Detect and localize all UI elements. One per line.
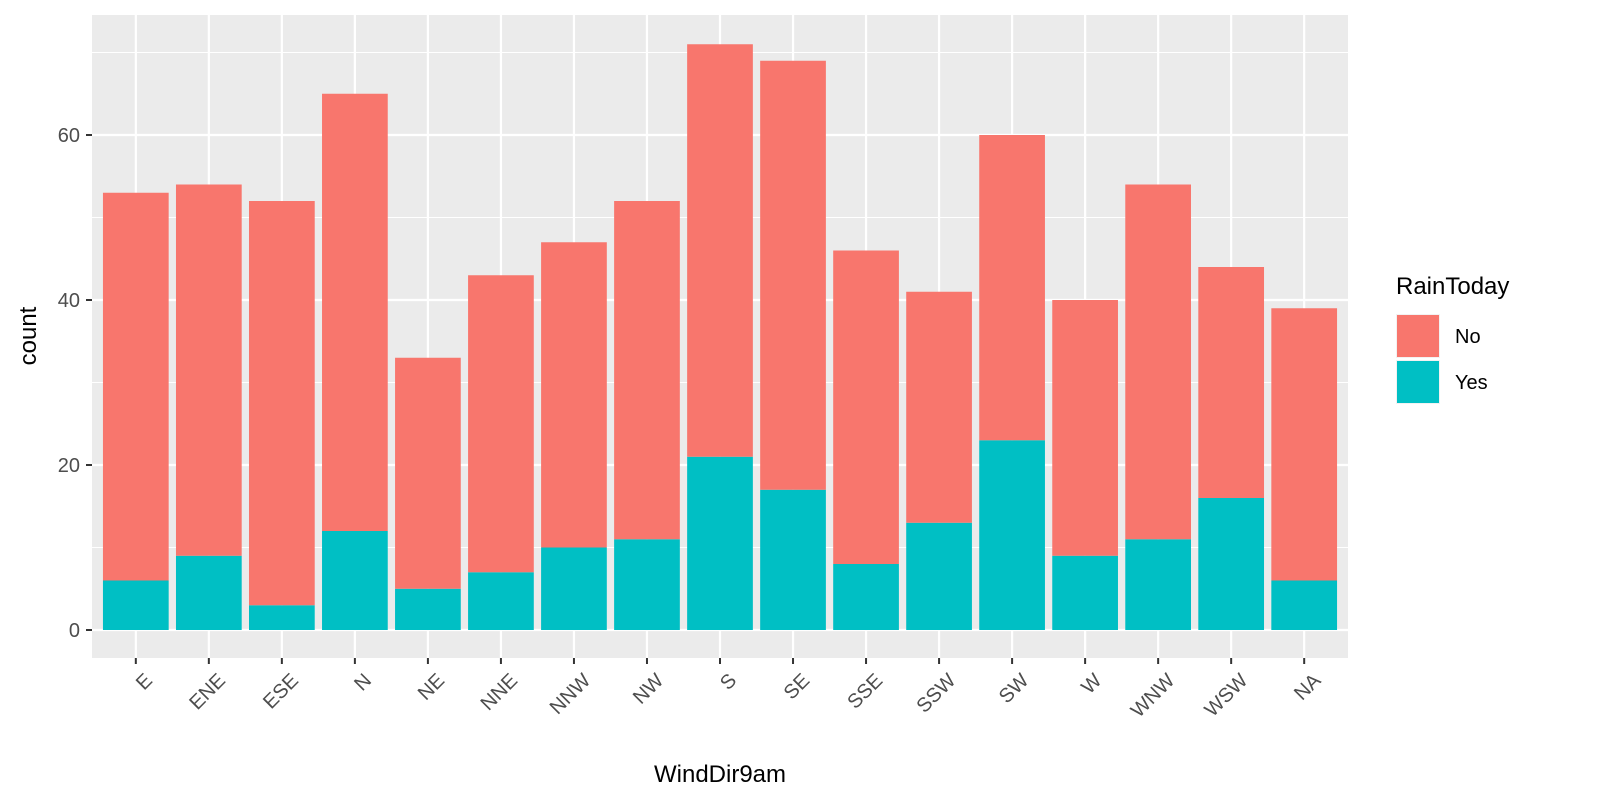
bar-yes-sw — [979, 440, 1045, 630]
y-tick-label: 40 — [58, 290, 80, 312]
bar-yes-na — [1271, 580, 1338, 630]
bar-no-se — [760, 60, 826, 490]
x-tick-label: SE — [780, 670, 814, 704]
x-tick-label: SW — [995, 670, 1033, 708]
legend-label-yes: Yes — [1455, 372, 1488, 394]
legend: RainToday No Yes — [1396, 273, 1509, 404]
y-tick-label: 0 — [69, 620, 80, 642]
bar-yes-nne — [468, 572, 534, 630]
x-tick-label: N — [350, 670, 376, 696]
bar-no-wnw — [1125, 184, 1191, 540]
bar-no-nw — [614, 201, 680, 540]
bar-no-ne — [395, 357, 461, 589]
bar-yes-s — [687, 456, 753, 630]
x-tick-label: NE — [414, 670, 449, 705]
bar-no-nnw — [541, 242, 607, 548]
bar-yes-nw — [614, 539, 680, 630]
legend-title: RainToday — [1396, 273, 1509, 300]
bar-yes-sse — [833, 564, 899, 630]
bar-no-ssw — [906, 291, 972, 523]
x-tick-label: ENE — [185, 670, 230, 715]
y-tick-label: 60 — [58, 125, 80, 147]
bar-yes-se — [760, 489, 826, 630]
legend-swatch-no — [1397, 315, 1439, 357]
bar-yes-ssw — [906, 522, 972, 630]
bar-yes-n — [322, 531, 388, 630]
x-tick-label: NNE — [477, 670, 522, 715]
bar-yes-nnw — [541, 547, 607, 630]
bar-no-sw — [979, 135, 1045, 441]
x-tick-label: E — [132, 670, 157, 695]
x-tick-label: SSE — [843, 670, 887, 714]
x-tick-label: W — [1077, 670, 1106, 699]
bar-yes-e — [102, 580, 169, 630]
legend-swatch-yes — [1397, 361, 1439, 403]
bar-no-e — [102, 192, 169, 581]
x-tick-label: S — [716, 670, 741, 695]
x-tick-label: NW — [629, 670, 668, 709]
bar-no-ese — [249, 201, 315, 606]
y-axis-ticks: 0 20 40 60 — [58, 125, 92, 642]
bar-no-sse — [833, 250, 899, 564]
x-axis-title: WindDir9am — [654, 761, 786, 788]
bar-yes-wsw — [1198, 498, 1265, 630]
bar-no-nne — [468, 275, 534, 573]
bar-no-w — [1052, 300, 1118, 556]
bar-no-na — [1271, 308, 1338, 581]
y-tick-label: 20 — [58, 455, 80, 477]
x-tick-label: SSW — [912, 670, 960, 718]
x-tick-label: WSW — [1201, 670, 1253, 722]
legend-label-no: No — [1455, 326, 1481, 348]
bar-no-s — [687, 44, 753, 457]
x-tick-label: NNW — [546, 670, 595, 719]
bar-yes-w — [1052, 555, 1118, 630]
x-tick-label: WNW — [1127, 670, 1180, 723]
x-tick-label: NA — [1290, 669, 1326, 705]
bar-no-ene — [175, 184, 242, 556]
bar-yes-ne — [395, 588, 461, 630]
x-axis-ticks: E ENE ESE N NE NNE NNW NW S SE SSE SSW SW W WNW WSW NA — [132, 658, 1326, 722]
x-tick-label: ESE — [259, 670, 303, 714]
bar-yes-ese — [249, 605, 315, 630]
bar-no-n — [322, 93, 388, 531]
y-axis-title: count — [15, 306, 42, 365]
bars — [102, 44, 1338, 630]
bar-yes-wnw — [1125, 539, 1191, 630]
bar-yes-ene — [175, 555, 242, 630]
bar-no-wsw — [1198, 267, 1265, 498]
